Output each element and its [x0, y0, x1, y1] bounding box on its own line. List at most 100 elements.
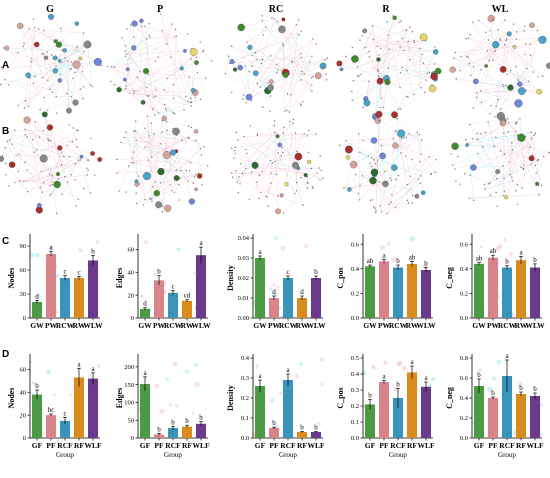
network-node [55, 212, 58, 215]
background-dot [46, 369, 52, 375]
network-edge [477, 118, 520, 140]
network-edge [72, 141, 89, 161]
network-node [287, 71, 289, 74]
y-tick-label: 0.4 [460, 266, 469, 273]
network-edge [158, 23, 172, 58]
x-tick-label: PF [154, 441, 164, 450]
network-node [47, 79, 49, 81]
x-tick-label: RW [515, 321, 528, 330]
network-node [179, 66, 184, 71]
network-node [484, 64, 488, 68]
network-node [26, 169, 28, 171]
network-node [189, 48, 198, 56]
network-node [301, 70, 303, 73]
network-node [172, 112, 174, 114]
background-dot [175, 403, 179, 408]
network-edge [357, 42, 415, 68]
network-edge [503, 69, 529, 82]
network-edge [379, 138, 402, 207]
network-edge [460, 46, 514, 58]
network-edge [343, 155, 383, 189]
network-edge [468, 38, 519, 81]
network-node [252, 70, 259, 76]
network-edge [24, 129, 89, 161]
network-node [292, 122, 294, 124]
network-node [512, 23, 515, 25]
network-edge [147, 116, 163, 122]
network-node [503, 177, 505, 180]
network-node [133, 36, 135, 38]
network-edge [494, 37, 545, 118]
network-edge [133, 62, 197, 92]
network-edge [419, 48, 422, 88]
bar [268, 298, 280, 318]
network-node [77, 129, 79, 132]
network-node [373, 159, 375, 161]
network-node [72, 60, 81, 69]
network-edge [530, 55, 534, 73]
network-edge [31, 58, 58, 62]
network-node [403, 137, 405, 139]
network-edge [148, 95, 174, 114]
network-node [267, 82, 269, 84]
network-node [36, 203, 42, 208]
network-node [190, 58, 192, 60]
network-node [129, 92, 131, 94]
network-node [302, 204, 304, 206]
network-edge [237, 120, 275, 183]
network-edge [406, 70, 415, 95]
network-node [303, 133, 305, 135]
network-node [243, 135, 245, 138]
network-node [517, 133, 526, 142]
x-tick-label: PF [379, 441, 389, 450]
network-edge [62, 159, 79, 195]
network-edge [150, 36, 177, 38]
network-node [82, 97, 84, 100]
network-node [33, 26, 36, 29]
network-node [25, 72, 31, 78]
network-edge [504, 44, 543, 77]
network-node [186, 33, 189, 35]
network-node [166, 129, 168, 132]
network-edge [87, 44, 93, 87]
network-node [291, 61, 294, 64]
significance-letter: c [63, 409, 66, 417]
network-edge [135, 121, 137, 182]
network-node [505, 39, 508, 42]
network-edge [470, 175, 490, 184]
network-node [172, 97, 175, 100]
network-edge [125, 56, 192, 107]
network-node [532, 71, 534, 73]
network-edge [160, 14, 185, 110]
bar [310, 278, 322, 318]
network-node [146, 95, 148, 97]
y-axis-label: Edges [115, 268, 124, 288]
network-node [318, 167, 321, 169]
network-edge [125, 77, 138, 89]
network-node [246, 152, 248, 155]
network-node [376, 77, 384, 85]
network-node [484, 188, 486, 190]
network-edge [154, 99, 201, 116]
network-edge [66, 86, 93, 94]
network-node [163, 103, 166, 106]
network-node [261, 170, 263, 173]
y-tick-label: 0.0 [351, 315, 359, 322]
bar [254, 258, 266, 318]
network-edge [283, 19, 302, 54]
network-node [495, 136, 497, 139]
significance-letter: b [519, 384, 523, 392]
background-dot [298, 361, 303, 366]
network-edge [119, 89, 155, 98]
network-node [24, 100, 27, 102]
x-tick-label: RCF [499, 441, 515, 450]
network-node [459, 69, 461, 72]
network-edge [111, 66, 144, 102]
y-tick-label: 0.0 [351, 435, 359, 442]
x-tick-label: RCW [279, 321, 298, 330]
network-node [411, 194, 414, 197]
network-node [170, 23, 173, 25]
background-dot [36, 294, 42, 299]
network-edge [27, 174, 72, 192]
bar [153, 434, 165, 438]
